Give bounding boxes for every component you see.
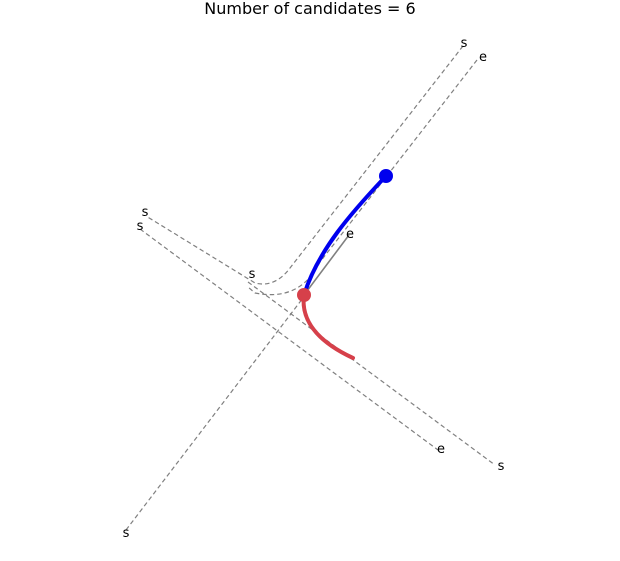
agent-current-position-marker (379, 169, 393, 183)
lane-sw (125, 297, 304, 531)
trajectory-group (297, 169, 393, 360)
lane-center-segment (303, 234, 350, 296)
history-trajectory (302, 174, 388, 297)
lane-ne-inner-end-label: e (479, 50, 487, 65)
lane-diagonal (139, 228, 439, 451)
predicted-trajectory (301, 293, 355, 360)
agent-origin-marker (297, 288, 311, 302)
lane-end-labels: s e s s s e e s s (123, 36, 505, 541)
lane-outer-start-label: s (142, 205, 149, 220)
lane-ne-inner (247, 59, 478, 296)
lane-diagonal-start-label: s (137, 219, 144, 234)
lane-ne-outer-end-label: s (249, 267, 256, 282)
lane-sw-start-label: s (123, 526, 130, 541)
lane-outer (247, 281, 496, 466)
diagram-title: Number of candidates = 6 (204, 0, 415, 18)
lane-ne-outer-start-label: s (461, 36, 468, 51)
lane-outer-s-label: s (498, 459, 505, 474)
lane-center-end-label: e (346, 227, 354, 242)
lane-ne-outer (145, 45, 464, 285)
lane-group (125, 45, 496, 531)
lane-diagonal-end-label: e (437, 442, 445, 457)
